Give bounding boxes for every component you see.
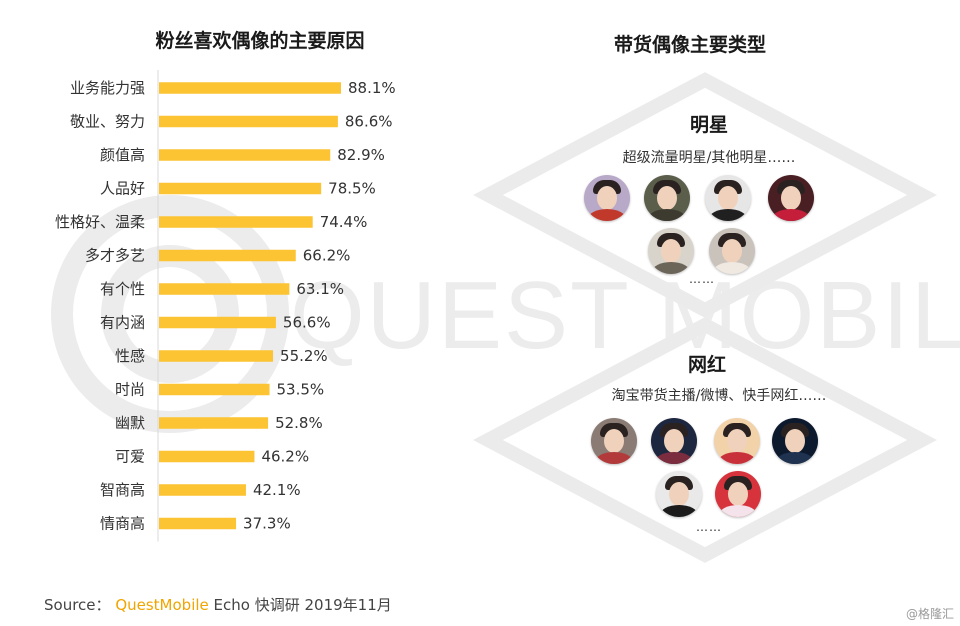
- value-label: 88.1%: [348, 79, 396, 97]
- bar: [159, 249, 296, 262]
- bar-chart: 业务能力强 88.1% 敬业、努力 86.6% 颜值高 82.9% 人品好 78.5% 性格好、…: [55, 70, 396, 542]
- avatar-icon: [709, 228, 755, 274]
- avatar-icon: [715, 471, 761, 517]
- category-label: 性感: [115, 347, 145, 365]
- avatar-icon: [705, 175, 751, 221]
- avatar-face: [657, 186, 677, 210]
- value-label: 82.9%: [337, 146, 385, 164]
- bar: [159, 383, 270, 396]
- source-footer: Source： QuestMobile Echo 快调研 2019年11月: [44, 594, 392, 615]
- value-label: 42.1%: [253, 481, 301, 499]
- avatar-icon: [651, 418, 697, 464]
- right-panel-title: 带货偶像主要类型: [613, 34, 766, 56]
- left-chart-title: 粉丝喜欢偶像的主要原因: [155, 30, 365, 52]
- avatar-face: [669, 482, 689, 506]
- bar: [159, 115, 338, 128]
- image-credit: @格隆汇: [905, 607, 954, 621]
- value-label: 66.2%: [303, 247, 351, 265]
- avatar-face: [727, 429, 747, 453]
- avatar-face: [722, 239, 742, 263]
- value-label: 53.5%: [277, 381, 325, 399]
- bar: [159, 316, 276, 329]
- diamond-frame-celebrity: [473, 72, 937, 318]
- bar: [159, 149, 331, 161]
- avatar-face: [781, 186, 801, 210]
- avatar-icon: [644, 175, 690, 221]
- avatar-body: [595, 452, 633, 464]
- influencer-subtitle: 淘宝带货主播/微博、快手网红……: [611, 388, 827, 404]
- avatar-icon: [648, 228, 694, 274]
- category-label: 敬业、努力: [70, 113, 145, 131]
- celebrity-ellipsis: ……: [689, 272, 715, 286]
- category-label: 多才多艺: [85, 247, 145, 265]
- category-label: 情商高: [100, 515, 145, 533]
- avatar-icon: [656, 471, 702, 517]
- avatar-face: [661, 239, 681, 263]
- source-brand: QuestMobile: [115, 596, 209, 614]
- avatar-body: [709, 209, 747, 221]
- avatar-face: [728, 482, 748, 506]
- avatar-icon: [584, 175, 630, 221]
- value-label: 63.1%: [296, 280, 344, 298]
- category-label: 颜值高: [100, 146, 145, 164]
- celebrity-subtitle: 超级流量明星/其他明星……: [622, 150, 796, 166]
- influencer-title: 网红: [687, 354, 726, 376]
- avatar-body: [655, 452, 693, 464]
- avatar-body: [772, 209, 810, 221]
- avatar-body: [719, 505, 757, 517]
- avatar-body: [652, 262, 690, 274]
- value-label: 46.2%: [261, 448, 309, 466]
- value-label: 74.4%: [320, 213, 368, 231]
- influencer-ellipsis: ……: [696, 520, 722, 534]
- avatar-body: [776, 452, 814, 464]
- celebrity-title: 明星: [689, 114, 728, 136]
- diamond-frame-influencer: [473, 317, 937, 563]
- bar: [159, 82, 341, 94]
- category-label: 人品好: [100, 180, 145, 198]
- category-label: 幽默: [115, 414, 145, 432]
- source-detail: Echo 快调研 2019年11月: [213, 596, 392, 614]
- avatar-body: [648, 209, 686, 221]
- avatar-icon: [591, 418, 637, 464]
- avatar-face: [664, 429, 684, 453]
- bar: [159, 216, 313, 228]
- category-label: 有个性: [100, 280, 145, 298]
- watermark-text: QUEST MOBILE: [290, 262, 960, 369]
- category-label: 可爱: [115, 448, 145, 466]
- bar: [159, 450, 255, 463]
- category-label: 有内涵: [100, 314, 145, 332]
- avatar-icon: [772, 418, 818, 464]
- bar: [159, 484, 246, 496]
- avatar-body: [718, 452, 756, 464]
- value-label: 52.8%: [275, 414, 323, 432]
- category-label: 智商高: [100, 481, 145, 499]
- avatar-body: [660, 505, 698, 517]
- avatar-body: [588, 209, 626, 221]
- category-label: 业务能力强: [70, 79, 145, 97]
- bar: [159, 517, 237, 530]
- avatar-face: [718, 186, 738, 210]
- value-label: 55.2%: [280, 347, 328, 365]
- avatar-face: [597, 186, 617, 210]
- bar: [159, 350, 274, 362]
- value-label: 56.6%: [283, 314, 331, 332]
- category-label: 性格好、温柔: [55, 213, 145, 231]
- category-label: 时尚: [115, 381, 145, 399]
- bar: [159, 182, 322, 195]
- source-label: Source：: [44, 596, 111, 614]
- value-label: 37.3%: [243, 515, 291, 533]
- bar: [159, 417, 269, 429]
- avatar-body: [713, 262, 751, 274]
- avatar-face: [604, 429, 624, 453]
- value-label: 86.6%: [345, 113, 393, 131]
- avatar-icon: [714, 418, 760, 464]
- avatar-face: [785, 429, 805, 453]
- value-label: 78.5%: [328, 180, 376, 198]
- bar: [159, 283, 290, 295]
- avatar-icon: [768, 175, 814, 221]
